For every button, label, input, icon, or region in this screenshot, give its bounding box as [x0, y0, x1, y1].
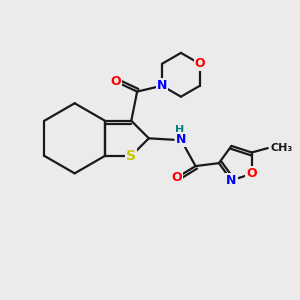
Text: N: N — [157, 79, 167, 92]
Text: N: N — [176, 133, 186, 146]
Text: CH₃: CH₃ — [271, 143, 293, 153]
Text: O: O — [171, 171, 182, 184]
Text: O: O — [246, 167, 257, 180]
Text: H: H — [175, 124, 184, 135]
Text: N: N — [226, 174, 237, 187]
Text: S: S — [126, 149, 136, 163]
Text: O: O — [110, 75, 121, 88]
Text: O: O — [195, 57, 205, 70]
